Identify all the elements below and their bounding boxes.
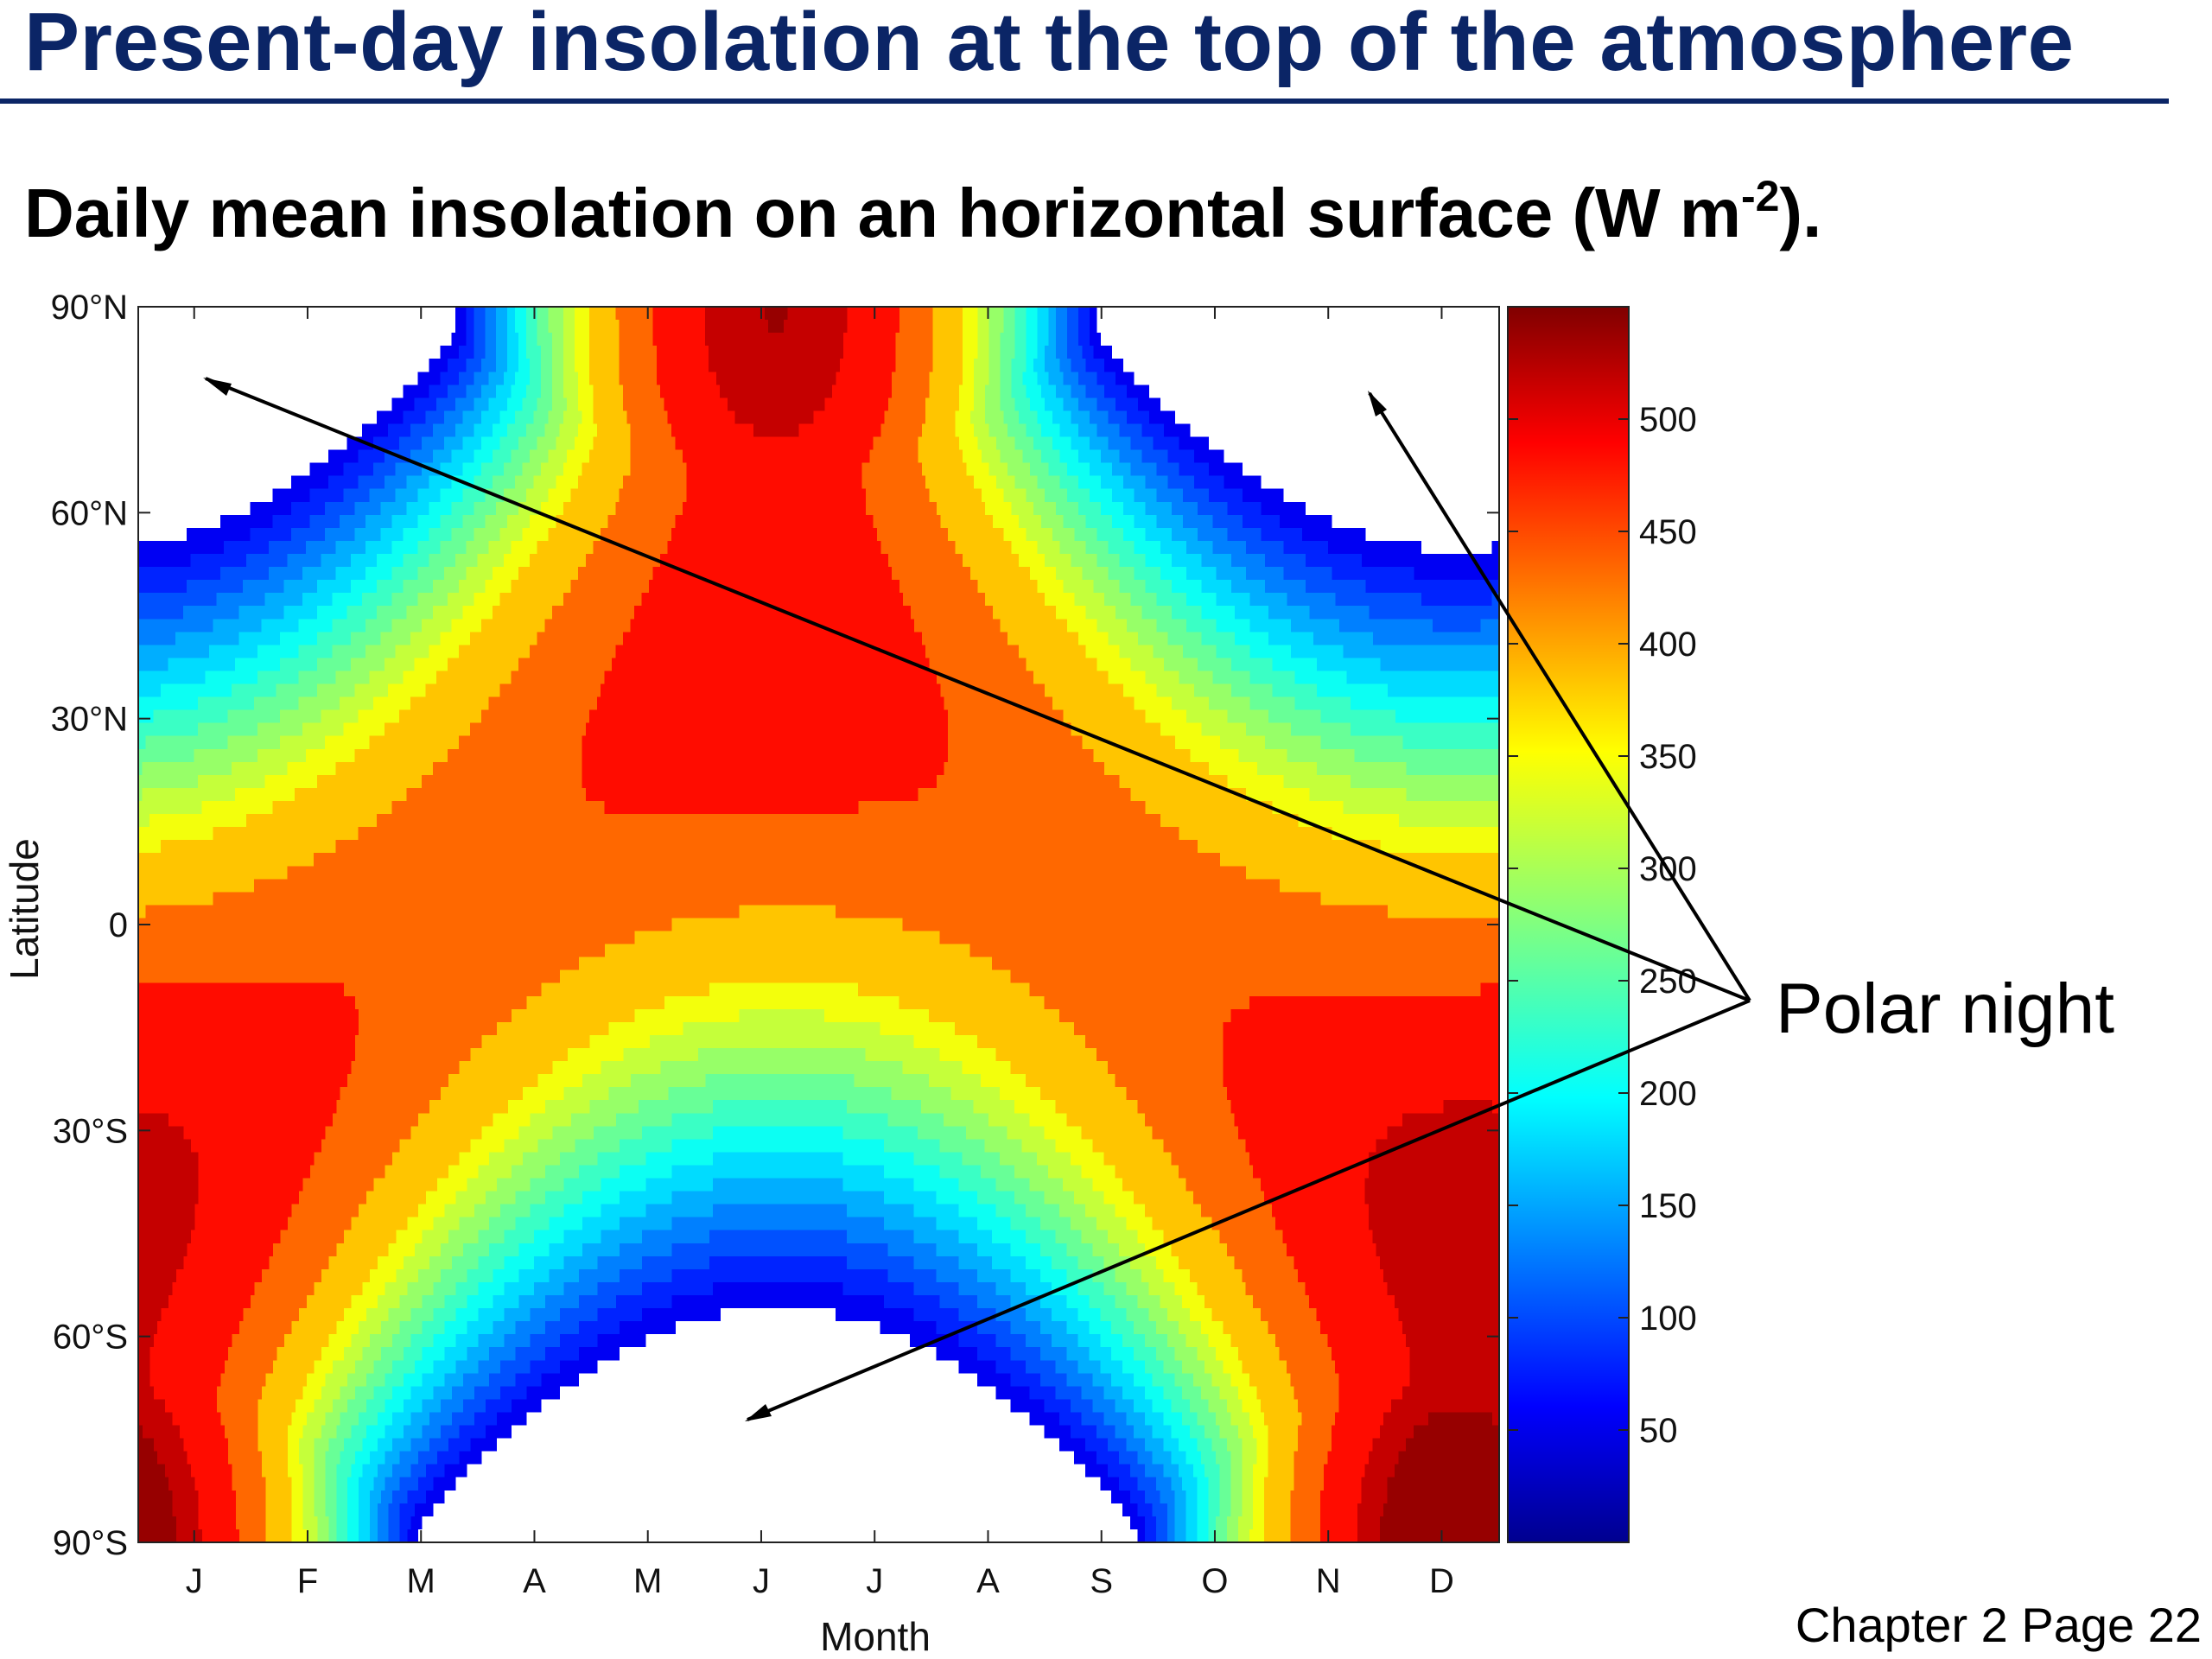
y-tick-label: 90°N xyxy=(51,289,128,327)
x-tick-label: J xyxy=(753,1562,770,1600)
colorbar-tick-label: 450 xyxy=(1639,513,1697,551)
colorbar-tick-label: 200 xyxy=(1639,1075,1697,1113)
contour-bands xyxy=(138,307,1499,1542)
arrowhead-sh-jun xyxy=(745,1404,772,1421)
arrowhead-nh-dec xyxy=(1368,391,1387,416)
polar-night-annotation: Polar night xyxy=(203,377,2114,1421)
colorbar xyxy=(1507,306,1630,1543)
subtitle-exponent: -2 xyxy=(1740,172,1780,220)
x-tick-label: F xyxy=(297,1562,318,1600)
x-tick-label: A xyxy=(976,1562,1000,1600)
colorbar-tick-label: 500 xyxy=(1639,401,1697,439)
y-tick-label: 60°N xyxy=(51,494,128,532)
colorbar-tick-label: 50 xyxy=(1639,1412,1678,1450)
x-tick-label: J xyxy=(186,1562,203,1600)
subtitle-text: Daily mean insolation on an horizontal s… xyxy=(24,175,1741,251)
x-tick-label: S xyxy=(1090,1562,1113,1600)
colorbar-tick-label: 400 xyxy=(1639,626,1697,664)
y-tick-label: 30°S xyxy=(53,1112,128,1150)
y-axis-title: Latitude xyxy=(2,838,47,980)
x-tick-label: A xyxy=(523,1562,546,1600)
colorbar-tick-label: 100 xyxy=(1639,1300,1697,1338)
arrow-line-nh-dec xyxy=(1368,391,1751,1002)
page-footer: Chapter 2 Page 22 xyxy=(1795,1598,2202,1652)
contour-band-450 xyxy=(138,307,1499,1542)
x-tick-label: M xyxy=(407,1562,435,1600)
subtitle-end: ). xyxy=(1779,175,1822,251)
y-tick-label: 60°S xyxy=(53,1319,128,1357)
arrowhead-nh-jan xyxy=(203,378,232,396)
arrow-line-sh-jun xyxy=(747,999,1751,1421)
contour-band-350 xyxy=(138,307,1499,1542)
y-tick-label: 0 xyxy=(109,906,128,944)
polar-night-label: Polar night xyxy=(1776,969,2114,1048)
x-tick-label: N xyxy=(1316,1562,1341,1600)
title-divider xyxy=(0,99,2169,104)
x-tick-label: M xyxy=(633,1562,662,1600)
x-tick-label: J xyxy=(866,1562,883,1600)
y-tick-label: 90°S xyxy=(53,1524,128,1562)
x-tick-label: O xyxy=(1201,1562,1228,1600)
colorbar-tick-label: 150 xyxy=(1639,1187,1697,1225)
colorbar-tick-label: 350 xyxy=(1639,738,1697,776)
colorbar-ticks: 50100150200250300350400450500 xyxy=(1508,401,1697,1450)
x-tick-label: D xyxy=(1429,1562,1454,1600)
slide-title: Present-day insolation at the top of the… xyxy=(24,0,2075,88)
axis-ticks xyxy=(138,306,1499,1543)
arrow-line-nh-jan xyxy=(205,377,1751,1002)
y-tick-labels: 90°N 60°N 30°N 0 30°S 60°S 90°S xyxy=(51,289,128,1562)
chart-subtitle: Daily mean insolation on an horizontal s… xyxy=(24,171,1821,253)
y-tick-label: 30°N xyxy=(51,701,128,739)
x-axis-title: Month xyxy=(820,1614,931,1659)
